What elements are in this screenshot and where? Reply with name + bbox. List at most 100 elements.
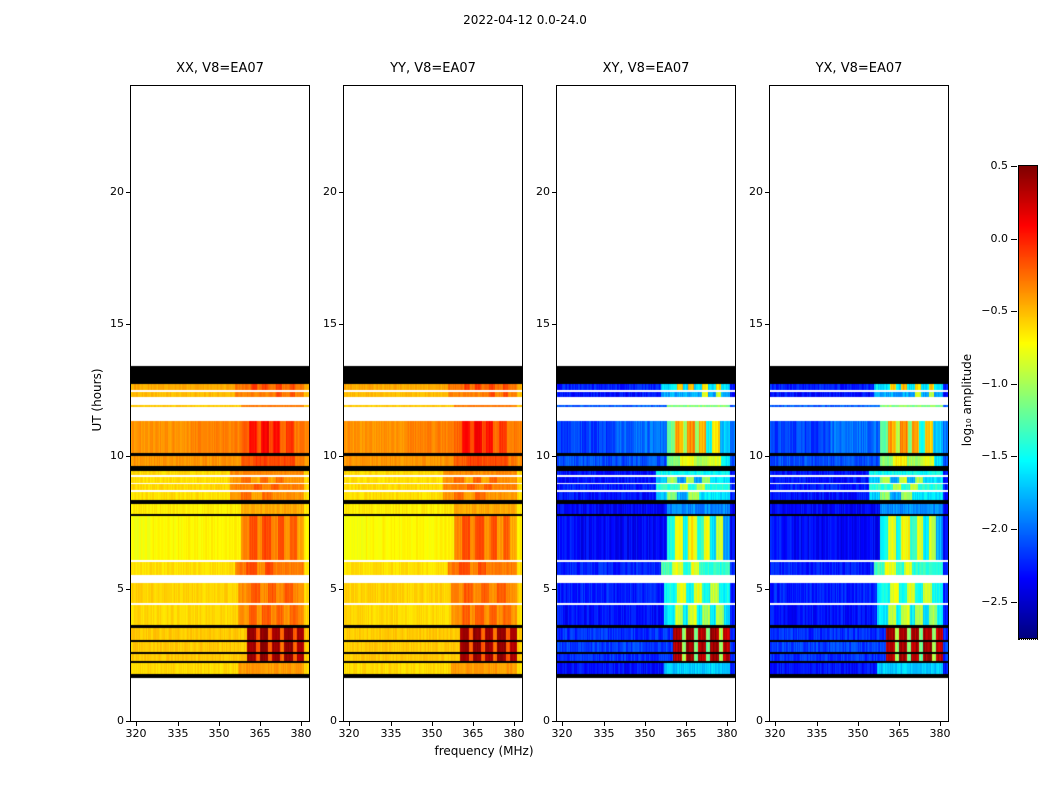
colorbar-tick-mark: [1011, 602, 1017, 603]
y-tick-mark: [339, 456, 343, 457]
x-tick-mark: [219, 722, 220, 726]
x-tick-mark: [514, 722, 515, 726]
x-tick-mark: [301, 722, 302, 726]
panel-yx-title: YX, V8=EA07: [815, 61, 903, 76]
y-tick-label: 5: [117, 582, 124, 595]
colorbar-tick-mark: [1011, 239, 1017, 240]
y-tick-mark: [765, 192, 769, 193]
heatmap-yy: [343, 85, 523, 722]
y-tick-label: 0: [756, 714, 763, 727]
y-tick-mark: [126, 192, 130, 193]
colorbar: 0.5 0.0 −0.5 −1.0 −1.5 −2.0 −2.5: [981, 160, 1038, 640]
y-tick-mark: [552, 456, 556, 457]
y-tick-label: 15: [110, 317, 124, 330]
x-tick-label: 350: [847, 727, 869, 740]
panel-xx-title: XX, V8=EA07: [176, 61, 264, 76]
colorbar-tick-label: −0.5: [981, 304, 1008, 317]
colorbar-tick-label: 0.5: [990, 159, 1009, 172]
panel-yx: YX, V8=EA07 0 5 10 15 20 320 335 350 365 380: [749, 61, 951, 740]
panel-yy-title: YY, V8=EA07: [390, 61, 476, 76]
x-tick-label: 350: [208, 727, 230, 740]
x-tick-label: 320: [551, 727, 573, 740]
y-tick-mark: [765, 721, 769, 722]
y-tick-label: 20: [323, 185, 337, 198]
panel-xy: XY, V8=EA07 0 5 10 15 20 320 335 350 365 380: [536, 61, 738, 740]
y-tick-label: 10: [323, 449, 337, 462]
colorbar-tick-label: 0.0: [990, 232, 1009, 245]
y-tick-mark: [765, 324, 769, 325]
y-tick-mark: [552, 192, 556, 193]
y-tick-label: 15: [749, 317, 763, 330]
y-tick-label: 5: [756, 582, 763, 595]
panel-yy: YY, V8=EA07 0 5 10 15 20 320 335 350 365 380: [323, 61, 525, 740]
x-tick-label: 380: [503, 727, 525, 740]
colorbar-tick-label: −2.5: [981, 595, 1008, 608]
y-axis-label: UT (hours): [90, 368, 104, 432]
heatmap-yx: [769, 85, 949, 722]
x-tick-mark: [858, 722, 859, 726]
panel-xy-title: XY, V8=EA07: [602, 61, 690, 76]
colorbar-tick-mark: [1011, 384, 1017, 385]
y-tick-label: 5: [543, 582, 550, 595]
x-tick-mark: [473, 722, 474, 726]
x-tick-mark: [645, 722, 646, 726]
y-tick-mark: [339, 324, 343, 325]
x-tick-mark: [260, 722, 261, 726]
colorbar-gradient: [1018, 165, 1038, 639]
x-tick-mark: [136, 722, 137, 726]
x-axis-label: frequency (MHz): [434, 744, 534, 758]
y-tick-mark: [552, 721, 556, 722]
y-tick-mark: [126, 721, 130, 722]
x-tick-mark: [940, 722, 941, 726]
y-tick-label: 20: [110, 185, 124, 198]
x-tick-mark: [178, 722, 179, 726]
y-tick-mark: [339, 589, 343, 590]
y-tick-label: 15: [323, 317, 337, 330]
y-tick-label: 0: [543, 714, 550, 727]
y-tick-label: 5: [330, 582, 337, 595]
x-tick-label: 380: [929, 727, 951, 740]
x-tick-label: 320: [125, 727, 147, 740]
x-tick-mark: [432, 722, 433, 726]
x-tick-mark: [686, 722, 687, 726]
y-tick-mark: [126, 589, 130, 590]
x-tick-label: 335: [593, 727, 615, 740]
x-tick-mark: [562, 722, 563, 726]
y-tick-label: 0: [330, 714, 337, 727]
x-tick-mark: [727, 722, 728, 726]
x-tick-label: 320: [338, 727, 360, 740]
x-tick-mark: [817, 722, 818, 726]
colorbar-tick-mark: [1011, 456, 1017, 457]
figure-title: 2022-04-12 0.0-24.0: [463, 13, 587, 27]
y-tick-label: 20: [749, 185, 763, 198]
colorbar-tick-mark: [1011, 166, 1017, 167]
y-tick-label: 10: [110, 449, 124, 462]
y-tick-mark: [552, 589, 556, 590]
y-tick-label: 0: [117, 714, 124, 727]
y-tick-label: 10: [536, 449, 550, 462]
y-tick-mark: [126, 324, 130, 325]
colorbar-tick-label: −2.0: [981, 522, 1008, 535]
y-tick-mark: [765, 589, 769, 590]
heatmap-xy: [556, 85, 736, 722]
x-tick-label: 380: [290, 727, 312, 740]
x-tick-label: 335: [167, 727, 189, 740]
x-tick-label: 365: [675, 727, 697, 740]
heatmap-xx: [130, 85, 310, 722]
x-tick-mark: [349, 722, 350, 726]
x-tick-label: 365: [462, 727, 484, 740]
x-tick-label: 365: [888, 727, 910, 740]
x-tick-label: 350: [634, 727, 656, 740]
y-tick-label: 15: [536, 317, 550, 330]
x-tick-label: 380: [716, 727, 738, 740]
y-tick-label: 20: [536, 185, 550, 198]
x-tick-label: 335: [380, 727, 402, 740]
y-tick-mark: [552, 324, 556, 325]
y-tick-mark: [339, 192, 343, 193]
y-tick-mark: [339, 721, 343, 722]
x-tick-mark: [391, 722, 392, 726]
colorbar-tick-mark: [1011, 529, 1017, 530]
colorbar-label: log₁₀ amplitude: [960, 353, 974, 447]
colorbar-extension-dots: [1018, 639, 1038, 640]
